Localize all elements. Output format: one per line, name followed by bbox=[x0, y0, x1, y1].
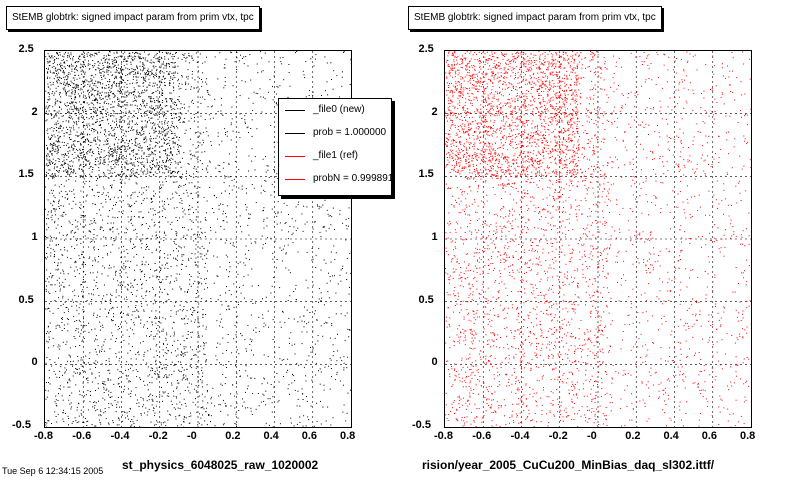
right-scatter-svg bbox=[445, 51, 751, 427]
y-tick-label: 1 bbox=[31, 231, 38, 243]
y-tick-label: 2 bbox=[431, 105, 438, 118]
legend-entry-prob: prob = 1.000000 bbox=[279, 124, 391, 142]
x-tick-label: -0.6 bbox=[72, 430, 92, 442]
x-tick-label: 0.6 bbox=[301, 430, 318, 442]
y-tick-label: 2.5 bbox=[18, 43, 34, 55]
y-tick-label: -0.5 bbox=[412, 419, 431, 431]
legend-entry-file0: _file0 (new) bbox=[279, 101, 391, 119]
legend-label: probN = 0.999891 bbox=[313, 173, 392, 184]
y-tick-label: 0 bbox=[431, 356, 438, 369]
legend-line-black bbox=[285, 110, 305, 111]
legend-line-red bbox=[285, 156, 305, 157]
x-tick-label: -0.2 bbox=[548, 430, 568, 442]
x-tick-label: 0.2 bbox=[625, 430, 641, 442]
left-plot-title: StEMB globtrk: signed impact param from … bbox=[6, 6, 260, 30]
x-tick-label: -0.4 bbox=[510, 430, 530, 442]
x-tick-label: 0.2 bbox=[225, 430, 241, 442]
legend-label: prob = 1.000000 bbox=[313, 127, 387, 138]
x-tick-label: -0.2 bbox=[148, 430, 168, 442]
legend-line-black bbox=[285, 133, 305, 134]
x-tick-label: 0.6 bbox=[701, 430, 718, 442]
left-plot-panel: StEMB globtrk: signed impact param from … bbox=[2, 6, 392, 476]
left-legend: _file0 (new) prob = 1.000000 _file1 (ref… bbox=[278, 98, 392, 196]
legend-entry-file1: _file1 (ref) bbox=[279, 147, 391, 165]
y-tick-label: 0.5 bbox=[18, 293, 34, 306]
legend-entry-probn: probN = 0.999891 bbox=[279, 170, 391, 188]
right-plot-area bbox=[444, 50, 752, 428]
y-tick-label: 1.5 bbox=[18, 168, 34, 181]
x-tick-label: -0 bbox=[587, 430, 597, 442]
x-tick-label: 0.8 bbox=[740, 430, 756, 442]
y-tick-label: 2 bbox=[31, 105, 38, 118]
left-x-axis-title: st_physics_6048025_raw_1020002 bbox=[122, 458, 319, 472]
right-x-axis-title: rision/year_2005_CuCu200_MinBias_daq_sl3… bbox=[422, 458, 715, 472]
legend-label: _file0 (new) bbox=[313, 104, 365, 115]
y-tick-label: 0.5 bbox=[418, 293, 434, 306]
x-tick-label: 0.4 bbox=[663, 430, 679, 442]
x-tick-label: -0.4 bbox=[110, 430, 130, 442]
legend-line-red bbox=[285, 179, 305, 180]
x-tick-label: 0.8 bbox=[340, 430, 356, 442]
y-tick-label: 1 bbox=[431, 231, 438, 243]
scatter-points bbox=[445, 51, 751, 427]
y-tick-label: 2.5 bbox=[418, 43, 434, 55]
x-tick-label: -0.6 bbox=[472, 430, 492, 442]
y-tick-label: -0.5 bbox=[12, 419, 31, 431]
x-tick-label: -0.8 bbox=[434, 430, 453, 442]
x-tick-label: -0 bbox=[187, 430, 197, 442]
y-tick-label: 1.5 bbox=[418, 168, 434, 181]
legend-label: _file1 (ref) bbox=[313, 150, 359, 161]
y-tick-label: 0 bbox=[31, 356, 38, 369]
right-plot-title: StEMB globtrk: signed impact param from … bbox=[408, 6, 662, 30]
x-tick-label: -0.8 bbox=[34, 430, 53, 442]
x-tick-label: 0.4 bbox=[263, 430, 279, 442]
right-plot-panel: StEMB globtrk: signed impact param from … bbox=[400, 0, 800, 480]
timestamp-label: Tue Sep 6 12:34:15 2005 bbox=[2, 466, 104, 476]
